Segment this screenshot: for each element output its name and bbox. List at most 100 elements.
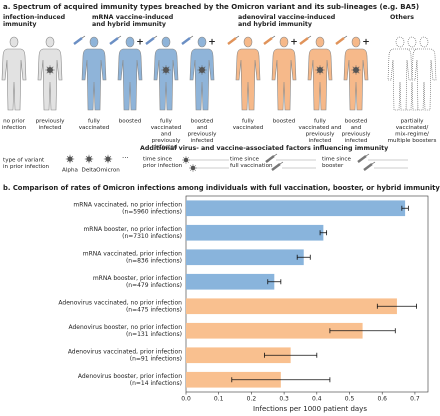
- virus-spike: [90, 160, 93, 163]
- person-icon: [117, 36, 143, 111]
- virus-spike: [85, 160, 88, 163]
- y-tick-label: Adenovirus booster, prior infection: [78, 373, 182, 380]
- y-tick-label: mRNA vaccinated, prior infection: [83, 250, 182, 257]
- y-tick-label: mRNA booster, prior infection: [93, 275, 182, 282]
- x-tick-label: 0.4: [312, 396, 322, 403]
- virus-spike: [167, 71, 170, 74]
- virus-spike: [190, 169, 192, 171]
- person-label: infected: [345, 138, 368, 144]
- plus-icon: +: [290, 38, 298, 48]
- virus-spike: [187, 161, 189, 163]
- syringe-icon: [335, 37, 345, 45]
- syringe-needle: [271, 35, 276, 39]
- factor-label: booster: [322, 163, 344, 169]
- virus-spike: [352, 66, 355, 69]
- person-label: no prior: [3, 119, 26, 125]
- person-label: infected: [155, 145, 178, 151]
- bar: [186, 322, 363, 339]
- person-label: fully: [314, 119, 327, 125]
- plus-icon: +: [362, 38, 370, 48]
- y-tick-label: (n=836 infections): [126, 257, 182, 264]
- panel-b-title: b. Comparison of rates of Omicron infect…: [3, 184, 440, 192]
- group-label: infection-induced: [3, 14, 65, 21]
- virus-spike: [352, 71, 355, 74]
- virus-spike: [46, 71, 49, 74]
- person-icon: [1, 36, 27, 111]
- syringe-needle: [365, 153, 370, 157]
- person-label: vaccinated/: [396, 125, 429, 131]
- factor-label: type of variant: [3, 158, 45, 164]
- virus-spike: [357, 66, 360, 69]
- virus-icon: [190, 165, 196, 171]
- syringe-icon: [145, 37, 155, 45]
- x-axis-label: Infections per 1000 patient days: [253, 405, 367, 413]
- syringe-icon: [181, 37, 191, 45]
- virus-spike: [167, 66, 170, 69]
- x-tick-label: 0.6: [377, 396, 387, 403]
- virus-spike: [321, 66, 324, 69]
- virus-spike: [109, 155, 112, 158]
- virus-spike: [316, 71, 319, 74]
- virus-spike: [187, 157, 189, 159]
- syringe-icon: [363, 163, 373, 171]
- syringe-icon: [299, 37, 309, 45]
- plot-frame: [185, 195, 429, 393]
- bar: [186, 273, 275, 290]
- x-tick-label: 0.7: [410, 396, 420, 403]
- virus-spike: [357, 71, 360, 74]
- person-label: infection: [2, 125, 27, 131]
- variant-label: Alpha: [62, 168, 78, 174]
- x-tick-label: 0.2: [247, 396, 257, 403]
- syringe-needle: [235, 35, 240, 39]
- syringe-icon: [227, 37, 237, 45]
- virus-icon: [317, 67, 323, 73]
- factors-title: Additional virus- and vaccine-associated…: [140, 145, 388, 152]
- virus-icon: [47, 67, 53, 73]
- person-label: boosted: [273, 119, 296, 125]
- x-tick-label: 0.1: [214, 396, 224, 403]
- virus-spike: [162, 66, 165, 69]
- syringe-icon: [357, 155, 367, 163]
- virus-spike: [90, 155, 93, 158]
- variant-label: Delta: [82, 168, 97, 174]
- virus-spike: [51, 66, 54, 69]
- virus-icon: [67, 156, 73, 162]
- virus-spike: [85, 155, 88, 158]
- bar: [186, 249, 304, 266]
- bar: [186, 200, 406, 217]
- virus-spike: [194, 165, 196, 167]
- person-label: infected: [39, 125, 62, 131]
- person-label: previously: [36, 119, 65, 125]
- bar: [186, 298, 397, 315]
- person-label: fully: [160, 119, 173, 125]
- person-label: multiple boosters: [388, 138, 437, 144]
- group-label: mRNA vaccine-induced: [92, 14, 173, 21]
- person-label: vaccinated: [151, 125, 182, 131]
- y-tick-label: Adenovirus booster, no prior infection: [68, 324, 182, 331]
- x-tick-label: 0.5: [345, 396, 355, 403]
- virus-spike: [71, 160, 74, 163]
- person-label: infected: [309, 138, 332, 144]
- y-tick-label: (n=475 infections): [126, 306, 182, 313]
- y-tick-label: Adenovirus vaccinated, no prior infectio…: [58, 299, 182, 306]
- factor-label: prior infection: [143, 163, 183, 169]
- person-label: previously: [152, 138, 181, 144]
- person-label: and: [161, 132, 172, 138]
- virus-icon: [105, 156, 111, 162]
- virus-spike: [183, 157, 185, 159]
- y-tick-label: (n=91 infections): [130, 355, 182, 362]
- syringe-needle: [81, 35, 86, 39]
- person-label: vaccinated: [233, 125, 264, 131]
- group-label: adenoviral vaccine-induced: [238, 14, 335, 21]
- group-label: and hybrid immunity: [92, 21, 166, 28]
- person-label: boosted: [191, 119, 214, 125]
- y-tick-label: (n=131 infections): [126, 331, 182, 338]
- virus-spike: [109, 160, 112, 163]
- person-label: boosted: [345, 119, 368, 125]
- person-label: and: [197, 125, 208, 131]
- virus-spike: [203, 71, 206, 74]
- x-tick-label: 0.0: [181, 396, 191, 403]
- virus-icon: [163, 67, 169, 73]
- factor-label: time since: [143, 157, 173, 163]
